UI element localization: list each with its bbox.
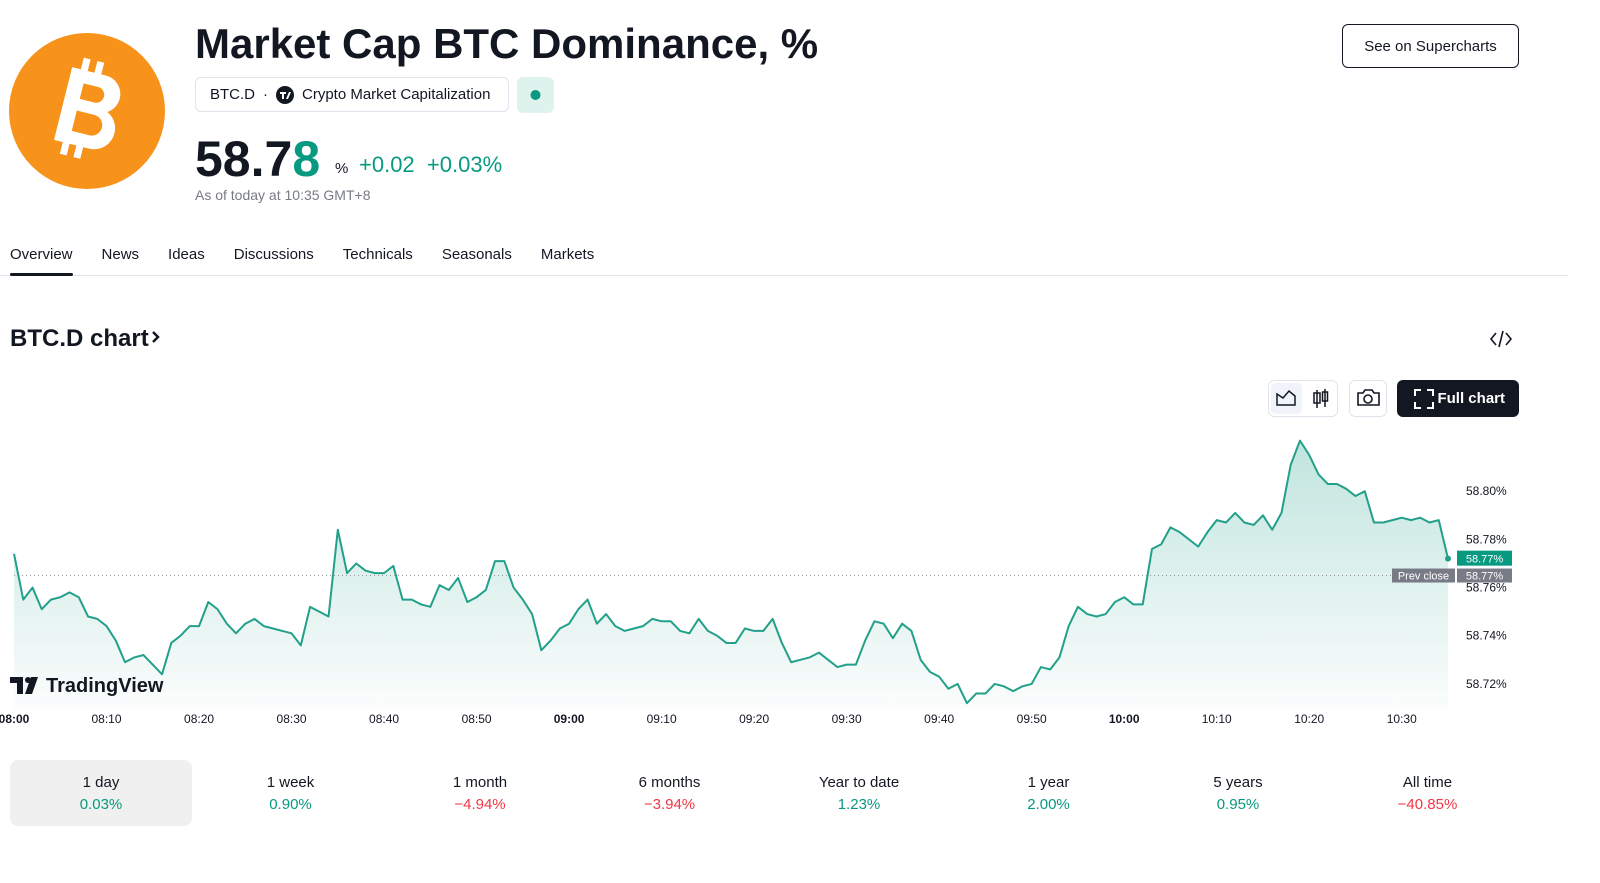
y-tick-label: 58.76% (1466, 581, 1507, 595)
tab[interactable]: Technicals (342, 246, 413, 263)
period-label: Year to date (818, 774, 900, 791)
period-value: −3.94% (643, 796, 696, 813)
tab[interactable]: Discussions (233, 246, 314, 263)
x-tick-label: 09:40 (924, 712, 954, 726)
period-value: 1.23% (837, 796, 881, 813)
x-tick-label: 09:20 (739, 712, 769, 726)
period-value: −4.94% (454, 796, 506, 813)
x-tick-label: 08:40 (369, 712, 399, 726)
period-label: 1 month (452, 774, 508, 791)
x-tick-label: 10:20 (1294, 712, 1324, 726)
divider (0, 275, 1568, 276)
x-tick-label: 10:30 (1387, 712, 1417, 726)
prev-close-tag (1392, 568, 1455, 583)
period-value: −40.85% (1397, 796, 1458, 813)
x-tick-label: 08:10 (92, 712, 122, 726)
area-icon (1276, 389, 1296, 406)
period-button[interactable]: 1 day 0.03% (10, 760, 192, 826)
as-of: As of today at 10:35 GMT+8 (195, 187, 371, 203)
fullscreen-icon (1414, 389, 1434, 409)
period-button[interactable]: 6 months −3.94% (579, 760, 761, 826)
period-value: 2.00% (1027, 796, 1070, 813)
candles-button[interactable] (1313, 389, 1329, 408)
full-chart-button[interactable]: Full chart (1397, 380, 1519, 417)
y-tick-label: 58.74% (1466, 629, 1507, 643)
price: 58.78 (195, 130, 320, 188)
full-chart-label: Full chart (1437, 390, 1505, 407)
chevron (151, 331, 160, 343)
x-tick-label: 08:30 (277, 712, 307, 726)
price-unit: % (335, 160, 349, 177)
area-fill (14, 440, 1448, 708)
y-tick-label: 58.78% (1466, 532, 1507, 546)
embed-icon[interactable] (1488, 328, 1514, 350)
period-button[interactable]: 5 years 0.95% (1147, 760, 1329, 826)
period-button[interactable]: 1 year 2.00% (958, 760, 1140, 826)
period-label: 5 years (1213, 774, 1263, 791)
tab[interactable]: Overview (10, 246, 73, 263)
change-abs: +0.02 (359, 152, 415, 177)
tab[interactable]: Markets (540, 246, 595, 263)
tv-logo (10, 677, 38, 694)
prev-close-value: 58.77% (1466, 571, 1504, 583)
tab[interactable]: News (101, 246, 140, 263)
period-value: 0.90% (269, 796, 312, 813)
y-tick-label: 58.80% (1466, 484, 1507, 498)
period-label: 1 week (266, 774, 315, 791)
section-title-text: BTC.D chart (10, 325, 149, 352)
x-tick-label: 10:00 (1109, 712, 1140, 726)
price-last-digit: 8 (292, 131, 321, 187)
period-label: 1 year (1027, 774, 1070, 791)
x-tick-label: 09:10 (647, 712, 677, 726)
tabs: Overview News Ideas Discussions Technicals Se… (10, 246, 594, 263)
change-pct: +0.03% (426, 152, 503, 177)
last-value-label: 58.77% (1466, 554, 1504, 566)
symbol-badge[interactable]: BTC.D · Crypto Market Capitalization (195, 77, 509, 112)
x-tick-label: 08:50 (462, 712, 492, 726)
period-label: 1 day (82, 774, 120, 791)
last-value-box (1457, 550, 1512, 566)
period-label: 6 months (638, 774, 701, 791)
snapshot-button[interactable] (1349, 380, 1387, 417)
y-tick-label: 58.72% (1466, 677, 1507, 691)
x-tick-label: 09:00 (554, 712, 585, 726)
supercharts-button[interactable]: See on Supercharts (1342, 24, 1519, 68)
x-tick-label: 10:10 (1202, 712, 1232, 726)
x-tick-label: 09:30 (832, 712, 862, 726)
chart-tools (1268, 380, 1387, 417)
x-tick-label: 08:20 (184, 712, 214, 726)
prev-close-value-box (1457, 568, 1512, 583)
period-value: 0.95% (1216, 796, 1260, 813)
title: Market Cap BTC Dominance, % (195, 20, 819, 67)
period-label: All time (1402, 774, 1453, 791)
tab-underline (10, 273, 73, 276)
tab[interactable]: Ideas (168, 246, 205, 263)
watermark: TradingView (46, 675, 164, 697)
period-button[interactable]: 1 month −4.94% (389, 760, 571, 826)
logo-glyph (54, 57, 121, 159)
period-value: 0.03% (79, 796, 123, 813)
price-line (13, 439, 1449, 705)
x-tick-label: 09:50 (1017, 712, 1047, 726)
period-button[interactable]: Year to date 1.23% (768, 760, 950, 826)
tab[interactable]: Seasonals (441, 246, 512, 263)
symbol: BTC.D (210, 86, 255, 103)
logo (9, 33, 165, 189)
prev-close-label: Prev close (1398, 571, 1449, 583)
separator-dot: · (263, 86, 268, 103)
period-button[interactable]: All time −40.85% (1337, 760, 1519, 826)
tv-icon (276, 85, 294, 104)
source: Crypto Market Capitalization (302, 86, 491, 103)
market-status (517, 77, 554, 113)
camera-icon (1357, 389, 1380, 406)
last-point (1445, 555, 1451, 562)
x-tick-label: 08:00 (0, 712, 30, 726)
price-main: 58.7 (195, 131, 293, 187)
area-button[interactable] (1271, 383, 1302, 414)
chart: 58.72% 58.74% 58.76% 58.78% 58.80% 08:00 08:10… (0, 439, 1512, 726)
period-button[interactable]: 1 week 0.90% (200, 760, 382, 826)
change: +0.02 +0.03% (359, 152, 502, 178)
section-title[interactable]: BTC.D chart (10, 325, 163, 353)
